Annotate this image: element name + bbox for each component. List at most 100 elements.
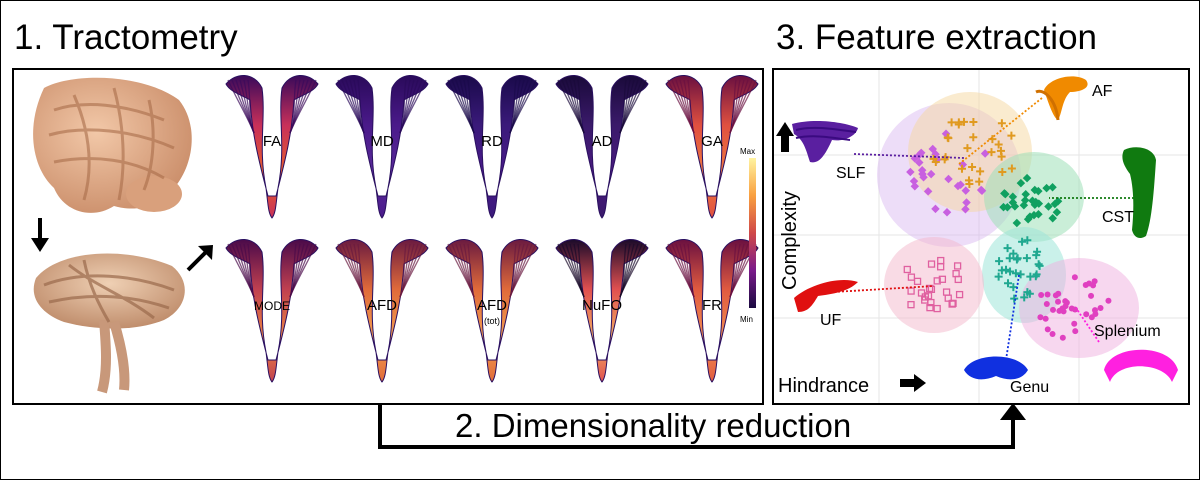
connector-lines [833, 97, 1134, 361]
scatter-point-1-20 [929, 154, 938, 163]
genu-tract-icon [964, 356, 1028, 380]
scatter-point-3-21 [1005, 254, 1014, 263]
scatter-point-4-17 [903, 265, 911, 274]
slf-label: SLF [836, 165, 866, 182]
up-arrow-icon [1000, 403, 1026, 420]
scatter-point-5-3 [1083, 311, 1090, 318]
scatter-point-5-4 [1044, 326, 1051, 333]
scatter-point-3-16 [1034, 260, 1043, 269]
feature-space-plot: AF SLF CST UF Splenium Genu Complexity H… [774, 70, 1188, 403]
scatter-point-5-12 [1082, 281, 1089, 288]
uf-tract-icon [794, 279, 858, 312]
y-axis-label: Complexity [779, 191, 801, 290]
scatter-point-0-18 [915, 158, 924, 167]
scatter-point-4-19 [924, 292, 933, 300]
scatter-point-3-20 [1010, 294, 1019, 303]
scatter-point-1-2 [994, 140, 1003, 149]
scatter-point-5-11 [1049, 330, 1056, 337]
scatter-point-3-13 [1013, 254, 1022, 263]
scatter-point-2-19 [1034, 199, 1044, 208]
scatter-point-3-11 [994, 272, 1003, 281]
brain-dissection-image [33, 77, 192, 213]
scatter-point-1-19 [1007, 164, 1016, 173]
x-axis-arrow-icon [900, 374, 926, 392]
scatter-point-0-20 [923, 187, 933, 196]
scatter-point-5-5 [1071, 274, 1078, 281]
scatter-point-3-8 [1002, 265, 1011, 274]
colorbar-min-label: Min [740, 315, 753, 324]
scatter-point-4-3 [938, 275, 947, 283]
tractometry-canvas: FA MD RD AD GA MODE AFD AFD (tot) NuFO FR Max Min [31, 75, 759, 394]
scatter-point-3-3 [1003, 244, 1012, 253]
down-arrow-icon [31, 218, 49, 252]
tract-fa [225, 75, 319, 219]
scatter-point-3-19 [1020, 293, 1029, 302]
af-tract-icon [1035, 76, 1088, 121]
tract-ad-label: AD [592, 133, 613, 150]
scatter-point-0-16 [961, 204, 970, 214]
scatter-point-4-22 [926, 303, 934, 312]
scatter-point-5-25 [1105, 297, 1112, 304]
feature-extraction-title: 3. Feature extraction [776, 18, 1097, 57]
tractometry-panel: FA MD RD AD GA MODE AFD AFD (tot) NuFO FR Max Min [12, 68, 764, 405]
scatter-point-5-19 [1059, 305, 1066, 312]
scatter-point-0-5 [931, 204, 940, 214]
af-label: AF [1092, 83, 1113, 100]
cluster-ellipses [877, 92, 1139, 358]
tract-md [335, 75, 429, 219]
scatter-point-1-13 [957, 164, 966, 173]
scatter-point-4-23 [948, 299, 956, 308]
scatter-point-2-27 [1048, 182, 1057, 192]
scatter-point-3-6 [1009, 249, 1018, 258]
tract-ga-label: GA [701, 133, 723, 150]
scatter-point-4-10 [927, 260, 936, 268]
scatter-point-1-25 [959, 117, 968, 126]
splenium-tract-icon [1104, 349, 1178, 382]
scatter-point-4-5 [925, 284, 934, 293]
scatter-point-4-24 [954, 275, 962, 284]
slf-tract-icon [792, 121, 858, 163]
scatter-point-0-26 [953, 181, 963, 191]
scatter-point-1-10 [1007, 131, 1016, 140]
tract-rd [445, 75, 539, 219]
scatter-point-4-26 [907, 273, 916, 281]
scatter-point-1-7 [969, 133, 978, 142]
y-axis-arrow-icon [776, 122, 794, 152]
scatter-point-5-31 [1063, 299, 1070, 306]
splenium-label: Splenium [1094, 323, 1161, 340]
tract-ga [665, 75, 759, 219]
tract-b-2-afd-sublabel: (tot) [484, 316, 500, 326]
scatter-point-5-33 [1059, 334, 1066, 341]
tract-ad [555, 75, 649, 219]
tract-b-3-nufo [555, 239, 649, 383]
scatter-point-1-12 [963, 144, 972, 153]
scatter-point-1-23 [988, 135, 997, 144]
tract-fa-label: FA [263, 133, 281, 150]
tract-b-2-afd [445, 239, 539, 383]
scatter-point-5-1 [1043, 301, 1050, 308]
scatter-point-5-30 [1091, 307, 1098, 314]
tract-b-2-afd-label: AFD [477, 297, 507, 314]
cst-label: CST [1102, 209, 1134, 226]
uf-label: UF [820, 312, 842, 329]
scatter-point-4-11 [933, 304, 941, 313]
tract-b-4-fr [665, 239, 759, 383]
scatter-point-5-8 [1088, 292, 1095, 299]
scatter-point-4-25 [921, 296, 929, 304]
scatter-point-4-13 [907, 301, 915, 309]
scatter-point-4-21 [937, 256, 945, 265]
scatter-point-4-1 [955, 290, 964, 299]
colorbar: Max Min [740, 147, 756, 324]
scatter-point-5-24 [1042, 315, 1049, 322]
tract-b-0-mode [225, 239, 319, 383]
tract-md-label: MD [370, 133, 393, 150]
colorbar-max-label: Max [740, 147, 755, 156]
scatter-point-4-27 [944, 294, 952, 302]
scatter-point-3-2 [995, 257, 1004, 266]
scatter-point-0-27 [926, 169, 936, 179]
scatter-point-0-9 [910, 154, 920, 163]
scatter-point-0-22 [942, 207, 952, 217]
cst-tract-icon [1122, 147, 1156, 238]
scatter-point-0-11 [980, 149, 990, 158]
